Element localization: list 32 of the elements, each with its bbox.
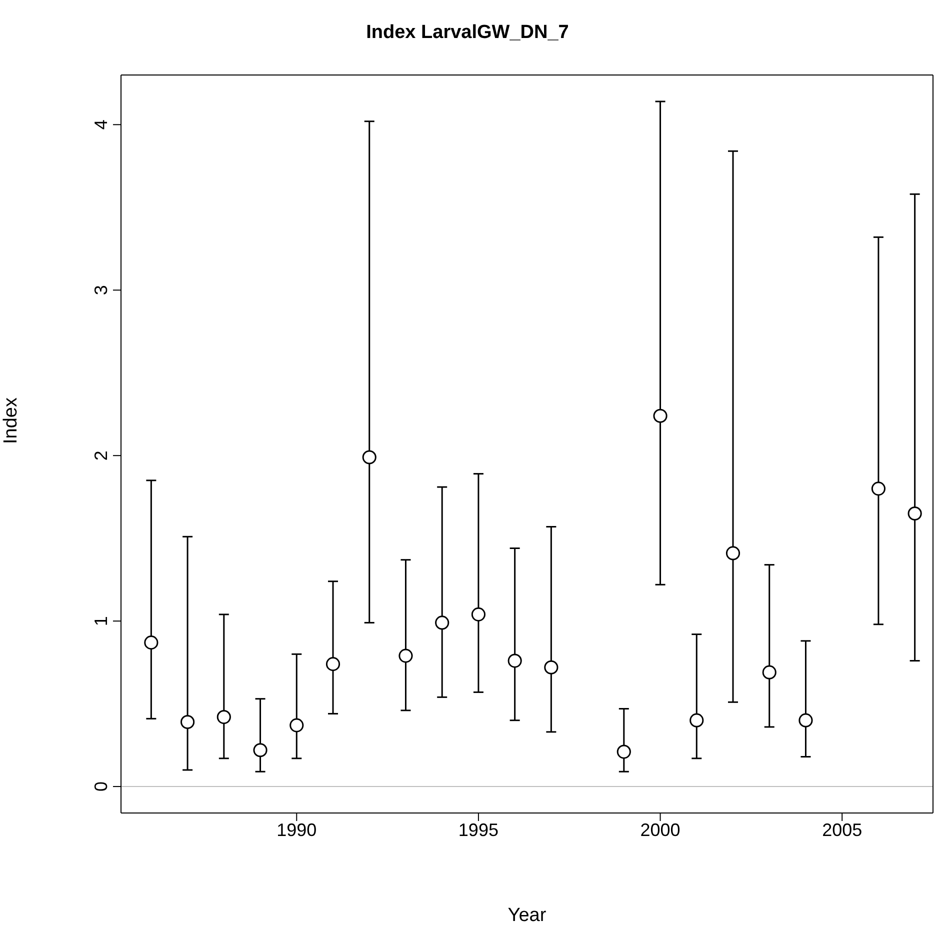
chart-title: Index LarvalGW_DN_7 [365,22,570,44]
point [798,713,813,728]
point [216,710,231,724]
point [326,657,340,672]
point [908,506,922,521]
point [762,665,776,680]
x-tick-label: 1990 [276,820,317,840]
y-tick-label: 4 [91,120,111,130]
point [435,616,450,630]
point [871,482,886,496]
y-tick-label: 2 [91,450,111,461]
point [362,450,376,464]
point [144,636,158,650]
point [616,744,631,759]
point [253,743,268,758]
y-axis-title: Index [0,397,22,444]
point [290,718,304,732]
point [544,660,558,674]
point [508,654,522,668]
y-tick-label: 3 [91,285,111,296]
point [726,546,740,560]
point [471,607,486,622]
x-axis-title: Year [508,905,547,926]
x-tick-label: 2000 [640,820,680,840]
y-tick-label: 0 [91,782,111,792]
y-tick-label: 1 [91,616,111,626]
point [180,714,195,730]
point [690,713,704,728]
point [653,408,668,423]
x-tick-label: 1995 [458,820,498,840]
point [398,648,413,663]
x-tick-label: 2005 [822,820,862,840]
